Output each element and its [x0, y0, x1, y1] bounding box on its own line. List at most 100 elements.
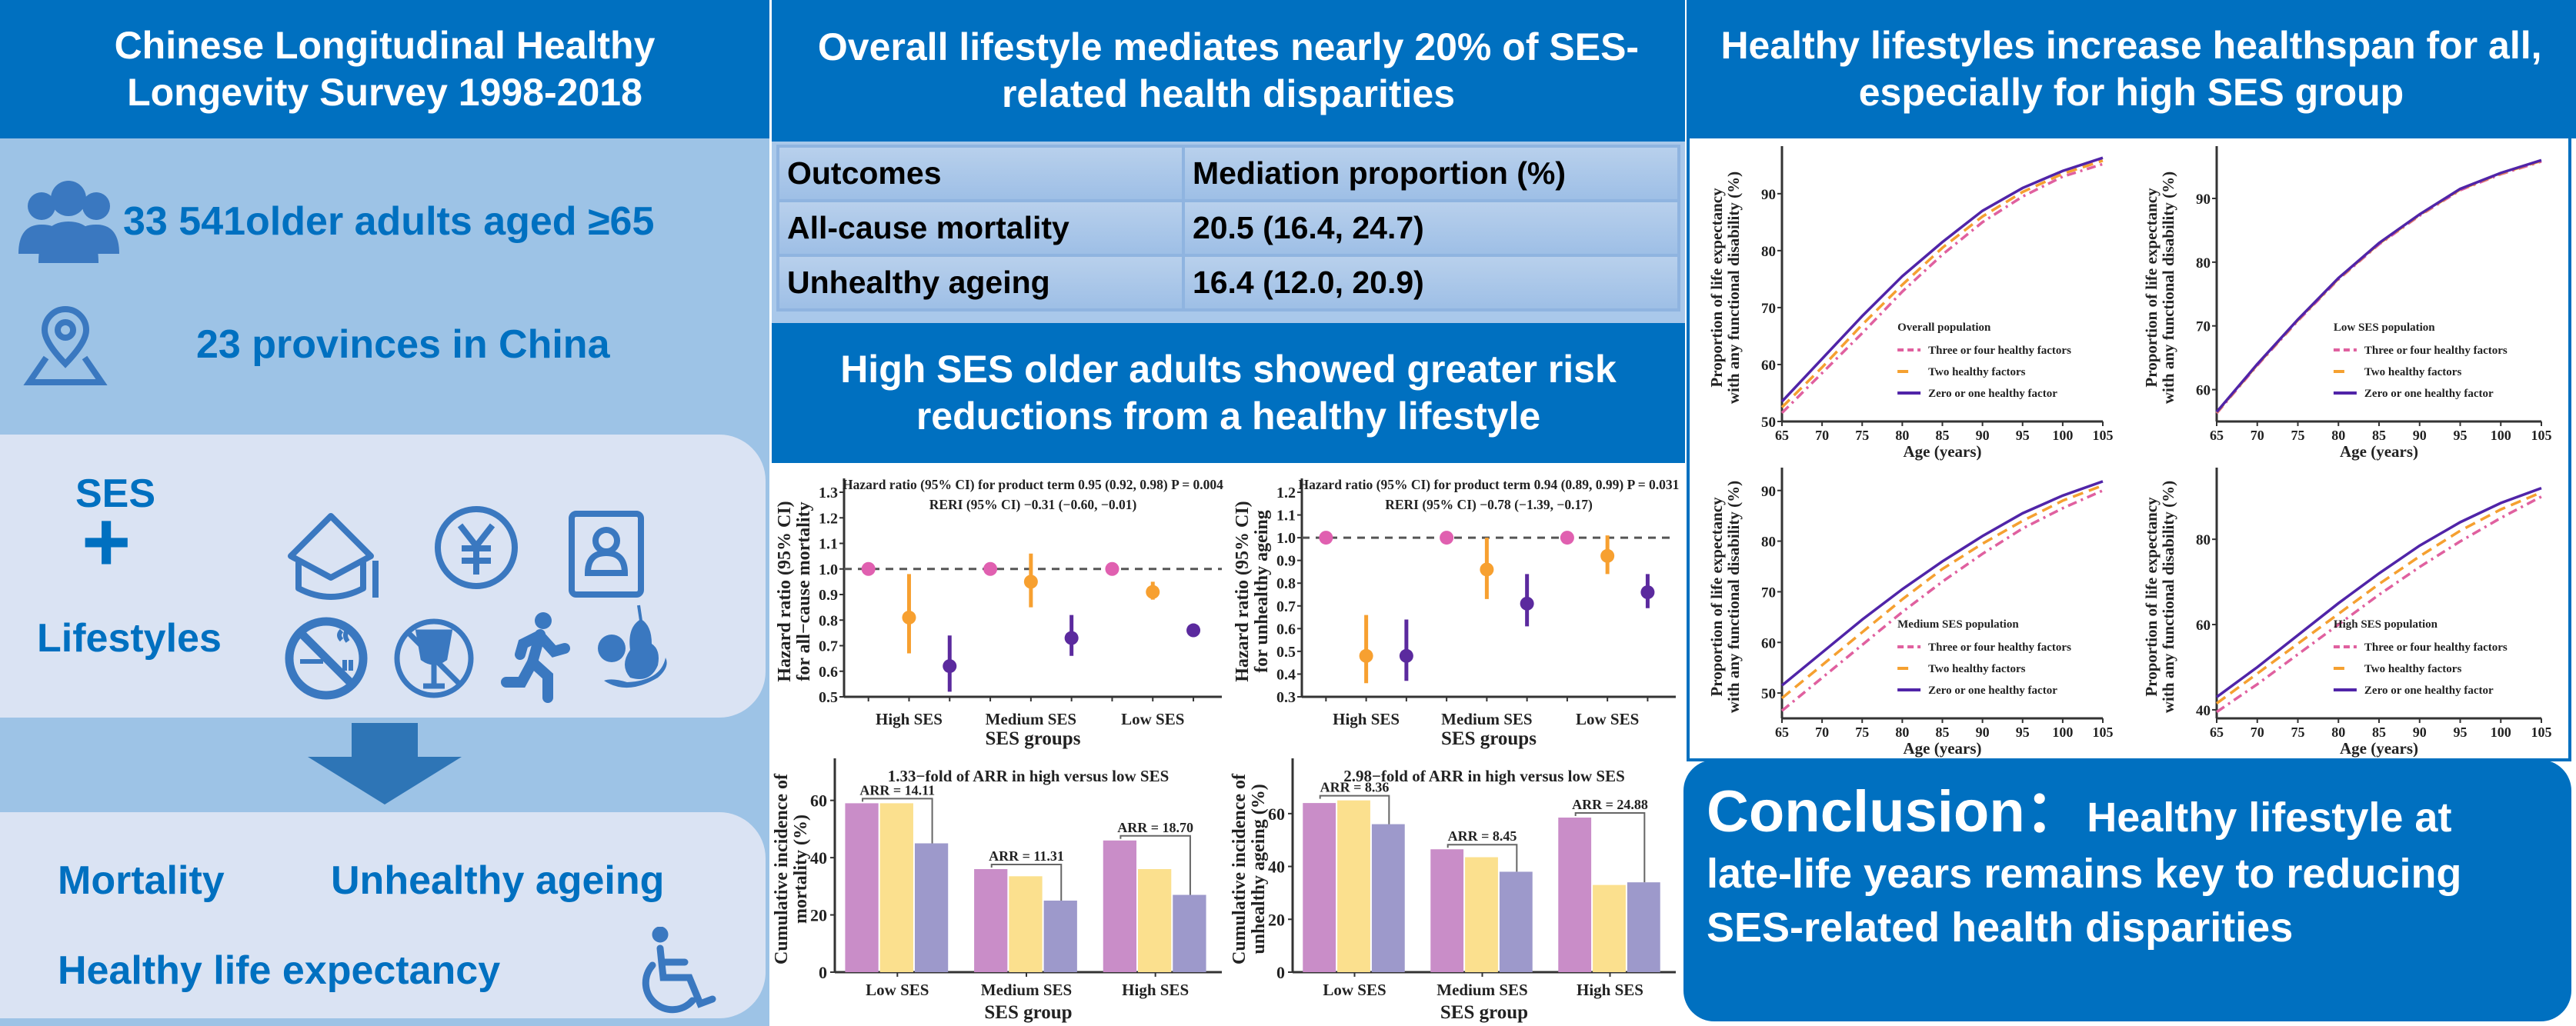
legend-label: Three or four healthy factors	[2364, 641, 2508, 654]
y-axis-label: Proportion of life expectancy	[1707, 188, 1726, 388]
x-tick-label: 95	[2454, 428, 2468, 443]
legend-title: High SES population	[2334, 618, 2438, 631]
bar	[845, 803, 879, 972]
y-tick-label: 50	[1761, 415, 1776, 431]
y-tick-label: 60	[2196, 618, 2211, 634]
y-tick-label: 0.9	[1276, 553, 1296, 570]
y-tick-label: 80	[1761, 535, 1776, 551]
x-tick-label: 85	[2372, 725, 2386, 740]
data-point	[1319, 531, 1333, 545]
legend-label: Two healthy factors	[1928, 663, 2026, 675]
x-tick-label: 85	[2372, 428, 2386, 443]
x-tick-label: High SES	[1333, 710, 1400, 728]
x-axis-label: Age (years)	[2340, 442, 2418, 461]
y-axis-label: for all−cause mortality	[794, 501, 814, 681]
left-header: Chinese Longitudinal Healthy Longevity S…	[0, 0, 769, 138]
y-tick-label: 0.3	[1276, 689, 1296, 706]
y-tick-label: 1.2	[1276, 485, 1296, 501]
y-tick-label: 60	[1761, 358, 1776, 374]
y-tick-label: 70	[1761, 585, 1776, 601]
ses-label: SES	[75, 471, 156, 516]
arr-bracket	[990, 864, 1063, 901]
x-tick-label: 65	[2210, 428, 2224, 443]
study-title: Chinese Longitudinal Healthy Longevity S…	[114, 24, 656, 114]
line-chart-overall: 50 60 70 80 90 65 70 75 80 85 90 95 100 105 Overall po…	[1707, 146, 2114, 461]
x-tick-label: 70	[1815, 428, 1829, 443]
line-chart-low-ses: 60 70 80 90 65 70 75 80 85 90 95 100 105 Low SES popu…	[2142, 146, 2552, 461]
x-axis-label: Age (years)	[1903, 739, 1981, 758]
arr-bracket	[1574, 812, 1646, 883]
y-axis-label: with any functional disability (%)	[1724, 172, 1743, 404]
y-tick-label: 20	[810, 906, 827, 925]
arr-label: ARR = 8.45	[1448, 828, 1517, 844]
arr-label: ARR = 24.88	[1572, 797, 1648, 812]
data-point	[943, 659, 957, 674]
arr-label: ARR = 11.31	[989, 848, 1064, 864]
x-tick-label: Medium SES	[1441, 710, 1532, 728]
arr-bracket	[862, 798, 933, 844]
x-tick-label: 105	[2531, 725, 2552, 740]
y-tick-label: 20	[1268, 910, 1285, 929]
y-tick-label: 60	[810, 791, 827, 811]
y-tick-label: 80	[2196, 255, 2211, 271]
data-point	[1520, 596, 1534, 611]
x-tick-label: 85	[1936, 725, 1950, 740]
column-header: Outcomes	[776, 145, 1185, 202]
y-tick-label: 0.5	[1276, 644, 1296, 661]
data-point	[1399, 648, 1413, 663]
series-line	[1780, 489, 2104, 712]
x-tick-label: 75	[2291, 428, 2305, 443]
x-tick-label: 80	[1895, 428, 1909, 443]
y-tick-label: 90	[2196, 192, 2211, 208]
series-line	[2216, 495, 2542, 714]
participants-text: 33 541older adults aged ≥65	[123, 199, 655, 244]
data-point	[1440, 531, 1454, 545]
conclusion-box: Conclusion： Healthy lifestyle at late-li…	[1683, 760, 2571, 1021]
bar-chart-unhealthy-ageing: 0 20 40 60 ARR = 8.36 Low SES ARR = 8.45 Medium…	[1231, 758, 1676, 1023]
x-tick-label: 100	[2491, 428, 2511, 443]
legend-label: Three or four healthy factors	[2364, 345, 2508, 357]
bar	[1138, 869, 1172, 972]
x-tick-label: 100	[2491, 725, 2511, 740]
x-tick-label: 65	[2210, 725, 2224, 740]
data-point	[1640, 585, 1655, 600]
bar	[914, 843, 949, 972]
mediation-table: Outcomes Mediation proportion (%) All-ca…	[776, 145, 1681, 311]
legend-label: Two healthy factors	[2364, 663, 2462, 675]
yen-coin-icon	[435, 506, 518, 589]
y-tick-label: 0.8	[819, 612, 838, 629]
bar	[1009, 876, 1043, 972]
x-tick-label: 95	[2016, 428, 2030, 443]
y-axis-label: unhealthy ageing (%)	[1249, 784, 1269, 954]
legend-label: Three or four healthy factors	[1928, 641, 2071, 654]
id-card-icon	[569, 511, 644, 598]
legend-title: Medium SES population	[1897, 618, 2019, 631]
legend-title: Overall population	[1897, 321, 1991, 334]
x-tick-label: 105	[2093, 428, 2114, 443]
x-tick-label: 80	[1895, 725, 1909, 740]
legend-label: Zero or one healthy factor	[2364, 388, 2494, 400]
x-tick-label: 105	[2093, 725, 2114, 740]
y-tick-label: 40	[810, 848, 827, 868]
table-cell: All-cause mortality	[776, 199, 1185, 257]
no-smoking-icon	[285, 617, 368, 700]
conclusion-text-2: late-life years remains key to reducing …	[1707, 851, 2462, 951]
data-point	[1600, 548, 1615, 563]
healthspan-charts-frame	[1687, 138, 2571, 761]
legend-label: Three or four healthy factors	[1928, 345, 2071, 357]
series-line	[1780, 484, 2104, 700]
y-axis-label: with any functional disability (%)	[2159, 481, 2177, 713]
people-group-icon	[18, 181, 119, 263]
y-axis-label: Proportion of life expectancy	[2142, 188, 2161, 388]
x-tick-label: 65	[1775, 725, 1789, 740]
x-tick-label: 85	[1936, 428, 1950, 443]
x-axis-label: SES groups	[1441, 728, 1537, 749]
legend-label: Zero or one healthy factor	[1928, 388, 2057, 400]
y-axis-label: mortality (%)	[791, 814, 811, 924]
y-tick-label: 0.7	[1276, 598, 1296, 615]
x-tick-label: 90	[1976, 428, 1990, 443]
x-tick-label: 70	[2251, 428, 2264, 443]
y-tick-label: 1.3	[819, 485, 838, 501]
y-tick-label: 1.1	[1276, 508, 1296, 525]
graduation-cap-icon	[288, 513, 379, 600]
